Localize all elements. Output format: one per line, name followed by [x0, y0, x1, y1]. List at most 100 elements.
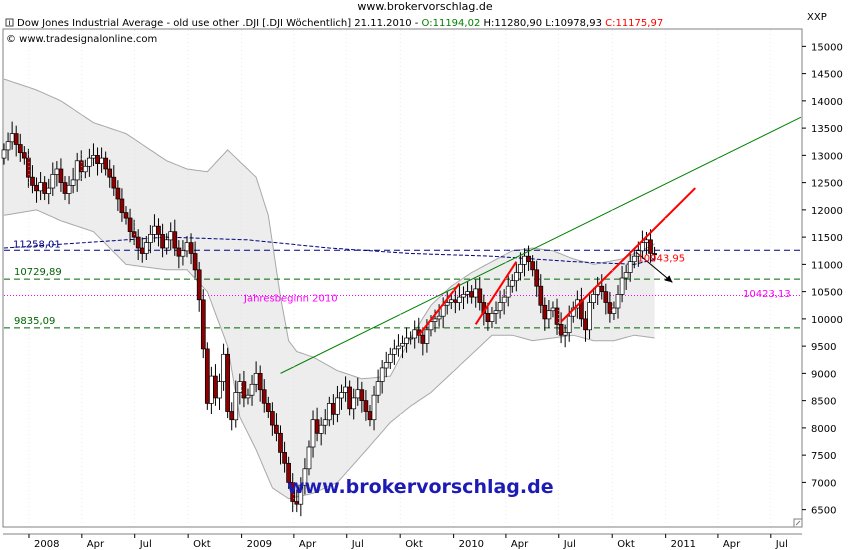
candle-body	[542, 304, 548, 320]
candle-body	[241, 381, 247, 399]
candle-body	[392, 348, 397, 355]
candle-body	[640, 242, 645, 252]
candle-body	[282, 452, 287, 464]
candle-body	[103, 157, 109, 170]
candle-body	[123, 212, 129, 219]
candle-body	[274, 424, 279, 434]
candle-body	[217, 381, 222, 399]
candle-body	[95, 155, 100, 164]
candle-body	[42, 182, 48, 194]
candle-body	[644, 239, 649, 243]
candle-body	[530, 261, 535, 271]
candle-body	[70, 179, 76, 186]
candle-body	[583, 318, 588, 331]
candle-body	[473, 288, 479, 298]
candle-body	[87, 157, 92, 167]
candle-body	[66, 184, 72, 194]
candle-body	[477, 288, 483, 303]
candle-body	[387, 353, 393, 363]
candle-body	[615, 294, 621, 309]
watermark-text: www.brokervorschlag.de	[287, 476, 554, 498]
y-tick-label: 8500	[811, 397, 836, 408]
x-tick-label: 2008	[34, 539, 59, 550]
candle-body	[652, 253, 657, 256]
candle-body	[562, 332, 568, 336]
candle-body	[497, 302, 503, 312]
candle-body	[233, 392, 239, 421]
candle-body	[347, 386, 352, 410]
candle-body	[489, 313, 495, 322]
candle-body	[591, 294, 596, 303]
candle-body	[339, 392, 344, 399]
candle-body	[514, 272, 519, 282]
resize-grip-icon[interactable]	[793, 518, 803, 528]
candle-body	[168, 231, 174, 241]
candle-body	[648, 239, 653, 254]
candle-body	[314, 419, 320, 434]
y-tick-label: 9000	[811, 369, 836, 380]
candle-body	[172, 231, 178, 249]
forecast-arrow-head	[664, 275, 673, 283]
candle-body	[127, 217, 133, 232]
site-title: www.brokervorschlag.de	[357, 0, 493, 13]
x-tick-label: Jul	[563, 539, 576, 550]
candle-body	[546, 310, 552, 320]
y-tick-label: 7000	[811, 478, 836, 489]
candle-body	[436, 315, 442, 320]
candle-body	[461, 294, 466, 298]
candle-body	[107, 168, 113, 178]
candle-body	[50, 174, 56, 189]
trend-line	[560, 187, 696, 323]
candle-body	[623, 272, 629, 279]
candle-body	[383, 362, 389, 369]
candle-body	[611, 307, 617, 314]
plot-area: 11258,01 10729,89 9835,09 Jahresbeginn 2010…	[1, 30, 802, 526]
candle-body	[148, 234, 153, 243]
candle-body	[38, 182, 43, 192]
x-tick-label: Okt	[405, 539, 423, 550]
candle-body	[619, 277, 625, 295]
candle-body	[420, 334, 426, 344]
candle-body	[192, 253, 198, 271]
candle-body	[294, 501, 300, 505]
candle-body	[322, 419, 328, 426]
x-tick-label: Okt	[193, 539, 211, 550]
candle-body	[310, 419, 316, 448]
y-tick-label: 7500	[811, 451, 836, 462]
close-value: C:11175,97	[605, 18, 663, 29]
candle-body	[54, 168, 60, 175]
candle-body	[143, 242, 149, 254]
candle-body	[302, 468, 308, 486]
candle-body	[505, 285, 511, 298]
candle-body	[9, 133, 15, 143]
x-tick-label: Okt	[617, 539, 635, 550]
candle-body	[204, 348, 210, 404]
y-tick-label: 13000	[811, 151, 843, 162]
candle-body	[465, 291, 470, 295]
y-tick-label: 8000	[811, 424, 836, 435]
candle-body	[558, 323, 564, 336]
candle-body	[518, 264, 523, 273]
y-tick-label: 14500	[811, 70, 843, 81]
candle-body	[265, 403, 271, 412]
candle-body	[408, 337, 413, 340]
candle-body	[74, 160, 80, 181]
x-tick-label: 2009	[247, 539, 272, 550]
candle-body	[1, 149, 7, 159]
candle-body	[457, 296, 462, 303]
candle-body	[225, 353, 230, 412]
candle-body	[180, 250, 186, 257]
x-tick-label: Jul	[139, 539, 152, 550]
candle-body	[627, 261, 633, 273]
candle-body	[196, 269, 202, 301]
candle-body	[21, 152, 27, 159]
candle-body	[164, 239, 170, 249]
candle-body	[550, 307, 556, 312]
candle-body	[34, 184, 39, 192]
candle-body	[367, 411, 373, 421]
candle-body	[62, 182, 68, 194]
candle-body	[82, 165, 88, 173]
candle-body	[13, 133, 19, 145]
